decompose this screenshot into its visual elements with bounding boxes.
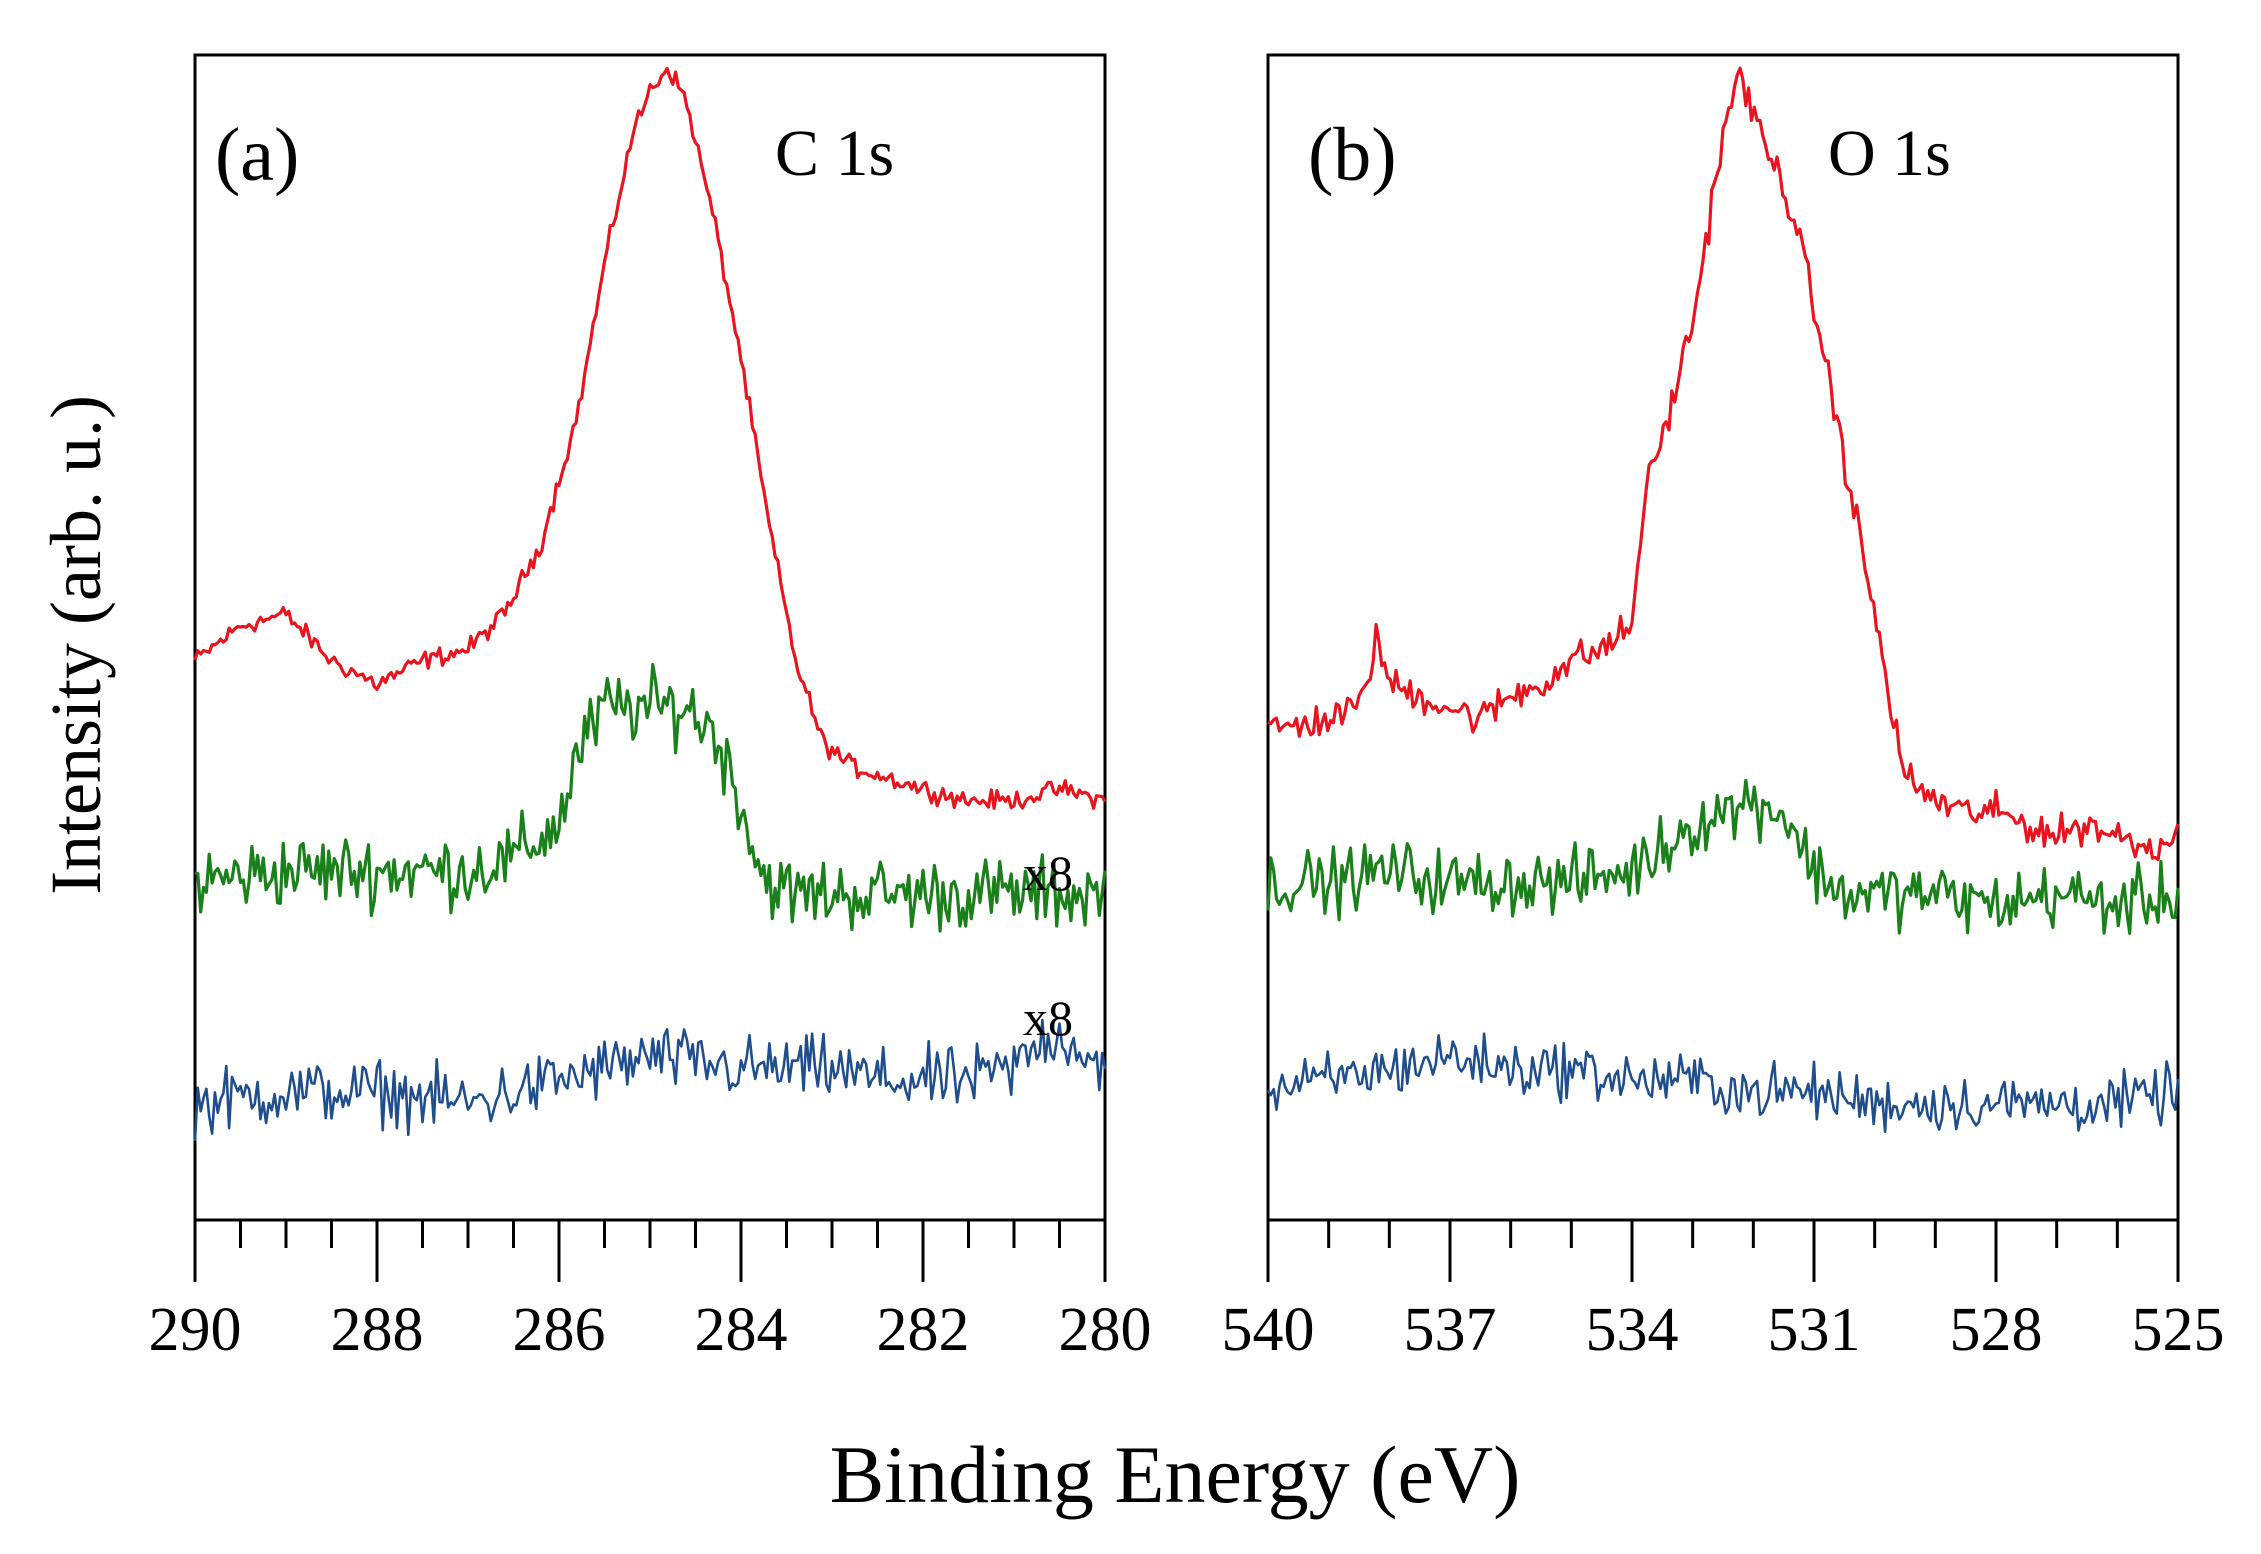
series-line-blue-panel-b [1266, 1032, 2180, 1134]
panel-b-title: O 1s [1828, 117, 1951, 190]
x-tick-label: 528 [1950, 1296, 2043, 1364]
x-tick-label: 525 [2132, 1296, 2225, 1364]
x-tick-label: 282 [877, 1296, 970, 1364]
series-line-green-panel-a [194, 662, 1107, 933]
x-tick-label: 284 [695, 1296, 788, 1364]
panel-b-x-ticks: 540 537 534 531 528 525 [1222, 1220, 2225, 1364]
x-axis-label: Binding Energy (eV) [830, 1429, 1521, 1520]
x-tick-label: 290 [149, 1296, 242, 1364]
panel-b-frame [1266, 53, 2180, 1222]
y-axis-label: Intensity (arb. u.) [36, 395, 116, 895]
panel-a: (a) C 1s 290 288 286 284 282 280 x8 x8 [149, 53, 1152, 1364]
x-tick-label: 280 [1059, 1296, 1152, 1364]
x-tick-label: 537 [1404, 1296, 1497, 1364]
panel-b-series [1266, 66, 2180, 1134]
panel-a-title: C 1s [775, 117, 894, 190]
x-tick-label: 288 [331, 1296, 424, 1364]
x-tick-label: 534 [1586, 1296, 1679, 1364]
panel-b: (b) O 1s 540 537 534 531 528 525 [1222, 53, 2225, 1364]
series-line-green-panel-b [1266, 778, 2180, 935]
series-line-red-panel-b [1267, 66, 2180, 862]
panel-a-frame [193, 53, 1107, 1222]
panel-b-label: (b) [1308, 113, 1397, 197]
x-tick-label: 531 [1768, 1296, 1861, 1364]
series-line-blue-panel-a [193, 1018, 1107, 1141]
scale-label-green: x8 [1023, 845, 1073, 901]
scale-label-blue: x8 [1023, 990, 1073, 1046]
x-tick-label: 286 [513, 1296, 606, 1364]
series-line-red-panel-a [193, 66, 1107, 810]
panel-a-label: (a) [215, 113, 299, 197]
x-tick-label: 540 [1222, 1296, 1315, 1364]
panel-a-x-ticks: 290 288 286 284 282 280 [149, 1220, 1152, 1364]
panel-a-series [193, 66, 1107, 1141]
